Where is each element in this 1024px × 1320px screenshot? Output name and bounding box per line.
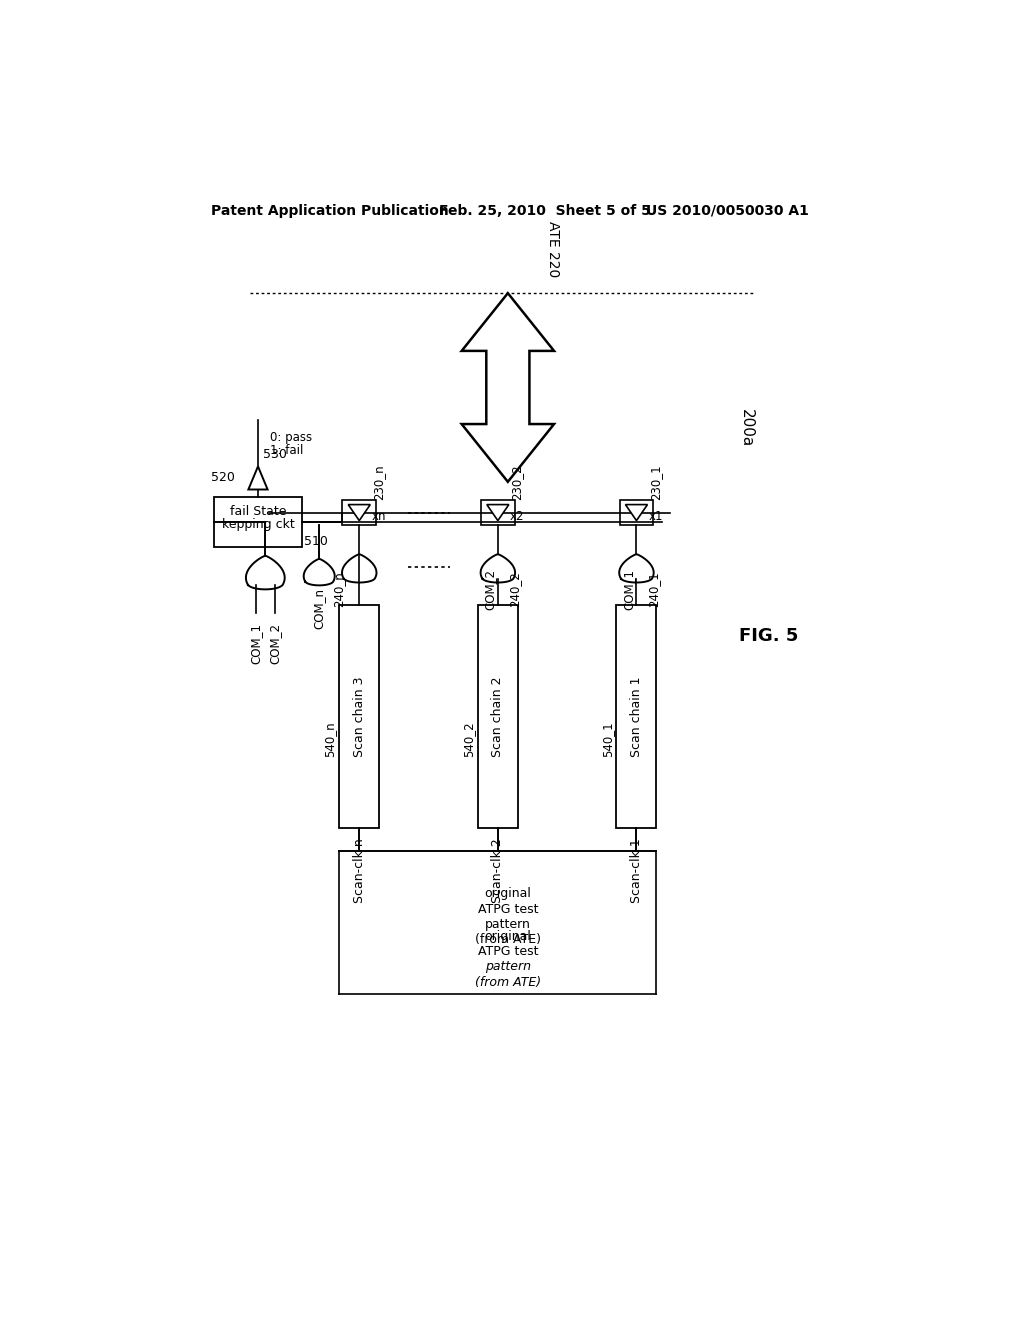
Text: 230_2: 230_2: [511, 465, 523, 499]
Text: Scan-clk n: Scan-clk n: [352, 838, 366, 903]
Text: COM_2: COM_2: [268, 623, 281, 664]
Text: (from ATE): (from ATE): [475, 933, 541, 946]
Text: 240_2: 240_2: [508, 572, 521, 607]
Text: (from ATE): (from ATE): [475, 975, 541, 989]
Text: Scan chain 1: Scan chain 1: [630, 676, 643, 756]
Polygon shape: [249, 466, 267, 490]
Text: US 2010/0050030 A1: US 2010/0050030 A1: [646, 203, 809, 218]
Polygon shape: [486, 504, 509, 520]
Text: x1: x1: [648, 510, 663, 523]
Text: 230_1: 230_1: [649, 465, 663, 499]
Bar: [214, 498, 302, 548]
Text: Feb. 25, 2010  Sheet 5 of 5: Feb. 25, 2010 Sheet 5 of 5: [438, 203, 650, 218]
Text: pattern: pattern: [484, 961, 530, 973]
Text: Patent Application Publication: Patent Application Publication: [211, 203, 450, 218]
Polygon shape: [342, 554, 377, 582]
Polygon shape: [304, 558, 335, 585]
Polygon shape: [246, 556, 285, 589]
Bar: [481, 500, 515, 525]
Bar: [342, 500, 376, 525]
Text: COM_1: COM_1: [623, 569, 635, 610]
Polygon shape: [348, 504, 371, 520]
Text: Scan chain 3: Scan chain 3: [352, 676, 366, 756]
Text: 0: pass: 0: pass: [269, 430, 311, 444]
Text: 510: 510: [304, 535, 328, 548]
Polygon shape: [462, 293, 554, 482]
Text: pattern: pattern: [485, 917, 530, 931]
Polygon shape: [626, 504, 647, 520]
Text: ATPG test: ATPG test: [477, 903, 538, 916]
Text: 540_n: 540_n: [324, 721, 337, 756]
Text: xn: xn: [372, 510, 386, 523]
Text: Scan-clk 1: Scan-clk 1: [630, 838, 643, 903]
Text: COM_n: COM_n: [312, 589, 326, 630]
Polygon shape: [620, 554, 653, 582]
Text: 540_2: 540_2: [462, 721, 475, 756]
Text: original: original: [484, 929, 531, 942]
Polygon shape: [480, 554, 515, 582]
Text: FIG. 5: FIG. 5: [739, 627, 799, 644]
Text: 230_n: 230_n: [372, 465, 385, 499]
Text: 1: fail: 1: fail: [269, 445, 303, 458]
Text: ATE 220: ATE 220: [546, 222, 559, 277]
Bar: [478, 605, 518, 829]
Text: fail State: fail State: [229, 504, 287, 517]
Text: COM_1: COM_1: [250, 623, 262, 664]
Text: Scan chain 2: Scan chain 2: [492, 676, 505, 756]
Text: 240_1: 240_1: [647, 572, 659, 607]
Text: 530: 530: [263, 449, 287, 462]
Text: 540_1: 540_1: [601, 721, 613, 756]
Text: x2: x2: [510, 510, 524, 523]
Text: 200a: 200a: [739, 409, 754, 447]
Text: Scan-clk 2: Scan-clk 2: [492, 838, 505, 903]
Text: original: original: [484, 887, 531, 900]
Text: kepping ckt: kepping ckt: [221, 517, 294, 531]
Text: ATPG test: ATPG test: [477, 945, 538, 958]
Bar: [616, 605, 656, 829]
Bar: [620, 500, 653, 525]
Text: 520: 520: [211, 471, 236, 484]
Bar: [339, 605, 379, 829]
Text: COM_2: COM_2: [483, 569, 497, 610]
Text: 240_n: 240_n: [332, 572, 345, 607]
